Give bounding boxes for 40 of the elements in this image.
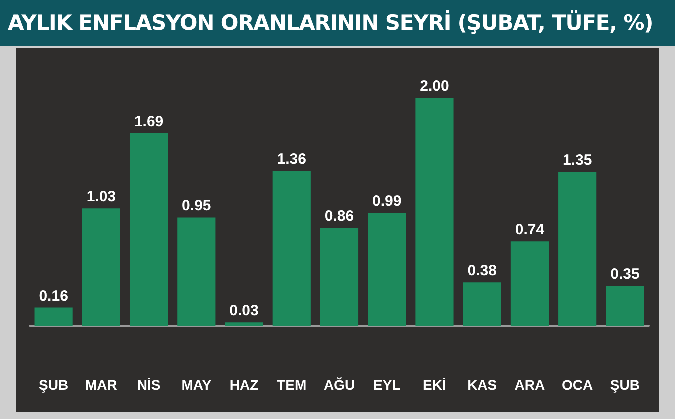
- x-tick-label: ARA: [514, 377, 546, 393]
- bar: [225, 322, 264, 326]
- bar: [272, 170, 311, 326]
- data-label: 0.74: [515, 222, 546, 239]
- bar: [463, 282, 502, 326]
- data-label: 0.03: [230, 302, 259, 320]
- x-tick-label: NİS: [137, 377, 161, 393]
- bar: [34, 308, 73, 326]
- data-label: 2.00: [420, 78, 450, 95]
- data-label: 0.38: [468, 262, 497, 280]
- data-label: 1.69: [134, 113, 164, 130]
- data-label: 0.86: [324, 208, 354, 225]
- data-label: 0.16: [39, 288, 68, 305]
- bar: [416, 98, 454, 326]
- x-tick-label: EYL: [374, 377, 402, 393]
- data-label: 1.03: [86, 188, 116, 206]
- bar: [320, 228, 359, 326]
- bar: [510, 242, 550, 326]
- x-tick-label: TEM: [277, 377, 307, 393]
- x-tick-label: ŞUB: [39, 377, 69, 393]
- bar: [558, 172, 597, 326]
- x-tick-label: MAR: [85, 377, 118, 393]
- data-label: 0.95: [182, 198, 212, 215]
- data-label: 0.35: [610, 266, 640, 284]
- chart-title: AYLIK ENFLASYON ORANLARININ SEYRİ (ŞUBAT, TÜFE, %): [0, 0, 675, 46]
- bar: [82, 208, 120, 326]
- data-label: 1.35: [562, 152, 592, 170]
- data-label: 1.36: [277, 150, 306, 168]
- x-tick-label: MAY: [182, 377, 212, 393]
- x-tick-label: HAZ: [230, 377, 260, 393]
- data-label: 0.99: [372, 193, 402, 210]
- x-tick-label: OCA: [562, 377, 594, 393]
- bar: [368, 213, 406, 326]
- x-tick-label: EKİ: [423, 377, 446, 393]
- bar: [130, 133, 168, 326]
- x-tick-label: ŞUB: [610, 377, 640, 393]
- bar: [178, 218, 216, 326]
- bar: [606, 286, 644, 326]
- x-tick-label: KAS: [468, 377, 498, 393]
- x-tick-label: AĞU: [324, 377, 356, 393]
